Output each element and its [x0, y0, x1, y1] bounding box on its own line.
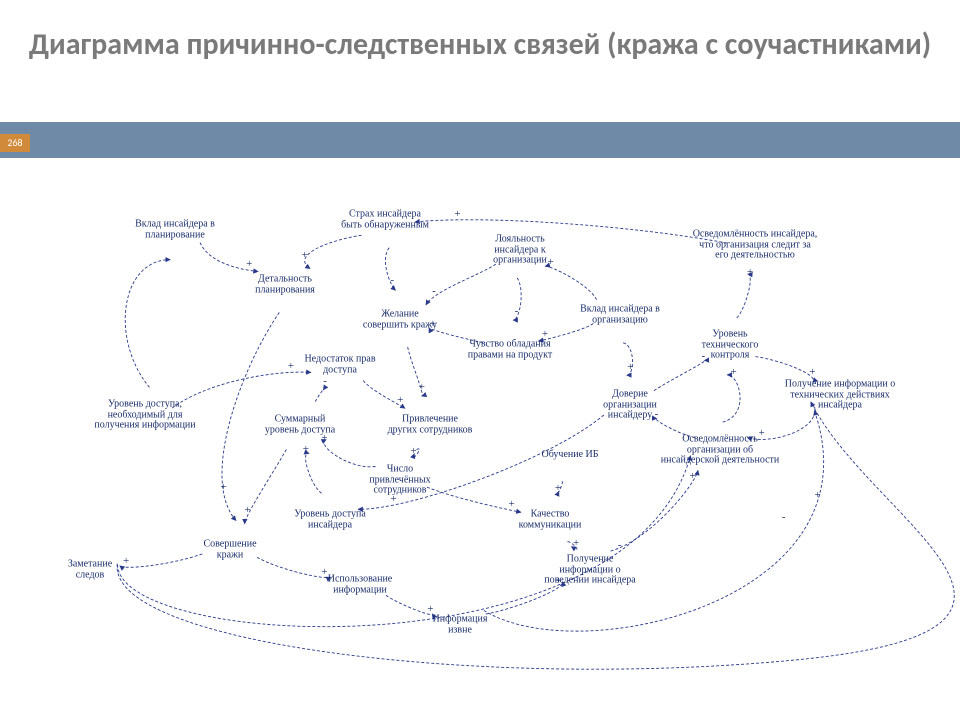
- diagram-edge: [324, 439, 375, 466]
- edge-sign: -: [515, 305, 519, 317]
- edge-sign: +: [731, 366, 737, 378]
- diagram-node: Заметание следов: [68, 560, 112, 581]
- diagram-node: Уровень технического контроля: [702, 329, 759, 361]
- edge-sign: +: [246, 258, 252, 270]
- diagram-edge: [306, 453, 322, 493]
- diagram-edge: [545, 266, 596, 299]
- diagram-edge: [723, 375, 740, 422]
- diagram-node: Детальность планирования: [255, 275, 315, 296]
- diagram-edge: [316, 387, 326, 402]
- diagram-edge: [611, 470, 698, 551]
- diagram-edge: [305, 235, 362, 268]
- diagram-edge: [486, 582, 563, 614]
- edge-sign: +: [542, 328, 548, 340]
- diagram-node: Доверие организации инсайдеру: [603, 389, 657, 421]
- edge-sign: +: [759, 427, 765, 439]
- edge-sign: +: [288, 360, 294, 372]
- diagram-node: Уровень доступа, необходимый для получен…: [94, 399, 195, 431]
- diagram-node: Лояльность инсайдера к организации: [493, 234, 547, 266]
- edge-sign: -: [323, 375, 327, 387]
- edge-sign: -: [432, 285, 436, 297]
- edge-sign: +: [427, 603, 433, 615]
- edge-sign: +: [555, 482, 561, 494]
- diagram-edge: [386, 595, 432, 614]
- diagram-edge: [426, 264, 496, 305]
- diagram-node: Уровень доступа инсайдера: [294, 510, 366, 531]
- edge-sign: +: [814, 489, 820, 501]
- diagram-edge: [120, 554, 203, 567]
- edge-sign: +: [321, 566, 327, 578]
- diagram-node: Качество коммуникации: [519, 510, 582, 531]
- edge-sign: +: [419, 381, 425, 393]
- diagram-node: Вклад инсайдера в организацию: [580, 305, 660, 326]
- slide-title: Диаграмма причинно-следственных связей (…: [0, 28, 960, 63]
- edge-sign: -: [618, 539, 622, 551]
- diagram-node: Совершение кражи: [203, 540, 256, 561]
- edge-sign: +: [303, 443, 309, 455]
- edge-sign: +: [430, 318, 436, 330]
- edge-sign: +: [244, 504, 250, 516]
- diagram-edge: [737, 274, 750, 318]
- diagram-node: Привлечение других сотрудников: [388, 415, 473, 436]
- diagram-node: Страх инсайдера быть обнаруженным: [341, 210, 429, 231]
- diagram-node: Получение информации о технических дейст…: [785, 379, 895, 411]
- edge-sign: -: [782, 511, 786, 523]
- edge-sign: +: [454, 208, 460, 220]
- edge-sign: +: [411, 445, 417, 457]
- edge-sign: +: [548, 256, 554, 268]
- diagram-edge: [257, 557, 331, 577]
- diagram-edge: [415, 220, 727, 243]
- edge-sign: +: [809, 366, 815, 378]
- diagram-edge: [427, 487, 521, 512]
- diagram-node: Вклад инсайдера в планирование: [135, 220, 215, 241]
- diagram-node: Осведомлённость инсайдера, что организац…: [693, 229, 818, 261]
- edge-sign: +: [508, 498, 514, 510]
- edge-sign: +: [556, 575, 562, 587]
- edge-sign: +: [123, 555, 129, 567]
- diagram-node: Использование информации: [328, 575, 393, 596]
- diagram-node: Недостаток прав доступа: [304, 355, 375, 376]
- edge-sign: +: [573, 537, 579, 549]
- edge-sign: -: [390, 274, 394, 286]
- diagram-node: Информация извне: [433, 615, 488, 636]
- edge-sign: +: [627, 361, 633, 373]
- diagram-node: Чувство обладания правами на продукт: [468, 340, 553, 361]
- edge-sign: +: [689, 470, 695, 482]
- page-number: 268: [7, 136, 22, 149]
- edge-sign: +: [391, 493, 397, 505]
- diagram-edge: [117, 402, 954, 669]
- edge-sign: +: [747, 266, 753, 278]
- edge-sign: +: [397, 394, 403, 406]
- causal-loop-diagram: Вклад инсайдера в планирование Страх инса…: [30, 170, 930, 700]
- diagram-edge: [245, 449, 287, 523]
- diagram-node: Желание совершить кражу: [363, 310, 437, 331]
- edge-sign: +: [321, 432, 327, 444]
- accent-banner: [0, 122, 960, 158]
- page-number-tab: 268: [0, 134, 30, 152]
- diagram-node: Число привлечённых сотрудников: [369, 464, 430, 496]
- diagram-edge: [125, 260, 170, 388]
- edge-sign: +: [302, 249, 308, 261]
- edge-sign: +: [220, 481, 226, 493]
- edge-sign: -: [655, 408, 659, 420]
- diagram-node: Обучение ИБ: [541, 450, 598, 461]
- slide: Диаграмма причинно-следственных связей (…: [0, 0, 960, 720]
- diagram-edge: [654, 360, 705, 390]
- edge-sign: -: [701, 350, 705, 362]
